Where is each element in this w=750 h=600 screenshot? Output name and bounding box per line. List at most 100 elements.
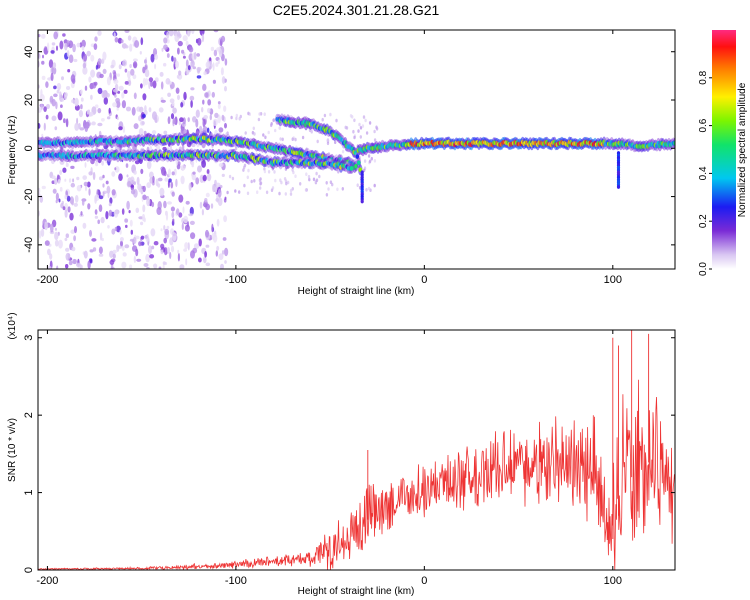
noise-cell [224, 260, 227, 264]
noise-cell [124, 244, 130, 249]
noise-cell [170, 245, 175, 253]
noise-cell [291, 137, 294, 141]
noise-cell [73, 202, 79, 207]
noise-cell [97, 30, 102, 36]
noise-cell [305, 172, 308, 176]
noise-cell [221, 114, 225, 121]
noise-cell [89, 229, 92, 237]
x-tick-label: -100 [225, 274, 247, 286]
noise-cell [113, 71, 117, 79]
noise-cell [98, 253, 104, 257]
noise-cell [122, 126, 126, 133]
noise-cell [82, 175, 87, 181]
noise-cell [181, 222, 184, 230]
noise-cell [58, 239, 63, 249]
noise-cell [280, 180, 283, 185]
noise-cell [54, 239, 59, 247]
noise-cell [54, 231, 59, 241]
noise-cell [65, 118, 69, 128]
noise-cell [160, 249, 164, 255]
noise-cell [353, 118, 356, 123]
noise-cell [41, 185, 46, 190]
noise-cell [101, 237, 104, 242]
noise-cell [91, 121, 96, 126]
noise-cell [205, 244, 210, 248]
noise-cell [182, 35, 188, 42]
noise-cell [67, 69, 71, 73]
noise-cell [152, 263, 158, 268]
noise-cell [185, 258, 188, 266]
noise-cell [121, 208, 125, 215]
noise-cell [146, 160, 152, 170]
noise-cell [114, 83, 119, 90]
noise-cell [118, 173, 123, 181]
noise-cell [166, 247, 171, 254]
noise-cell [144, 105, 147, 112]
spectrogram-y-axis-label: Frequency (Hz) [7, 116, 18, 185]
noise-cell [265, 190, 269, 195]
noise-cell [54, 227, 58, 231]
noise-cell [187, 242, 190, 251]
noise-cell [285, 181, 288, 186]
colorbar-tick-label: 0.6 [698, 118, 709, 132]
noise-cell [61, 76, 64, 81]
noise-cell [151, 201, 155, 208]
noise-cell [163, 225, 166, 231]
noise-cell [182, 55, 186, 59]
track-cell [357, 160, 361, 166]
noise-cell [144, 69, 150, 78]
noise-cell [329, 180, 333, 184]
noise-cell [126, 70, 131, 79]
noise-cell [197, 165, 202, 173]
noise-cell [189, 220, 195, 225]
noise-cell [56, 265, 59, 269]
noise-cell [352, 129, 355, 134]
noise-cell [161, 47, 164, 52]
noise-cell [111, 171, 116, 177]
noise-cell [53, 31, 58, 40]
noise-cell [216, 218, 220, 227]
noise-cell [144, 59, 147, 64]
noise-cell [99, 232, 103, 241]
noise-cell [65, 252, 71, 261]
noise-cell [94, 215, 99, 219]
noise-cell [202, 99, 205, 105]
noise-cell [273, 170, 276, 174]
noise-cell [204, 198, 208, 203]
noise-cell [199, 201, 203, 209]
noise-cell [267, 130, 270, 135]
noise-cell [198, 125, 203, 134]
noise-cell [365, 188, 368, 192]
noise-cell [94, 195, 97, 204]
noise-cell [359, 135, 362, 139]
noise-cell [64, 209, 68, 218]
noise-cell [91, 238, 97, 242]
noise-cell [373, 129, 376, 134]
noise-cell [180, 175, 185, 185]
noise-cell [70, 182, 76, 188]
noise-cell [140, 168, 144, 175]
noise-cell [203, 71, 207, 76]
noise-cell [109, 197, 113, 205]
noise-cell [185, 59, 189, 68]
noise-cell [198, 238, 202, 247]
noise-cell [130, 184, 135, 188]
colorbar-tick-label: 0.4 [698, 166, 709, 180]
noise-cell [53, 93, 58, 98]
noise-cell [278, 126, 281, 130]
noise-cell [152, 175, 155, 183]
noise-cell [283, 177, 287, 181]
spectrogram-x-axis-label: Height of straight line (km) [298, 286, 415, 297]
noise-cell [175, 178, 178, 188]
noise-cell [38, 34, 41, 38]
noise-cell [257, 117, 261, 122]
noise-cell [142, 66, 146, 74]
noise-cell [100, 216, 105, 224]
noise-cell [209, 114, 212, 121]
noise-cell [102, 68, 107, 74]
y-tick-label: -40 [23, 237, 35, 253]
noise-cell [243, 165, 246, 170]
noise-cell [148, 77, 154, 83]
noise-cell [304, 188, 308, 192]
noise-cell [206, 169, 210, 174]
